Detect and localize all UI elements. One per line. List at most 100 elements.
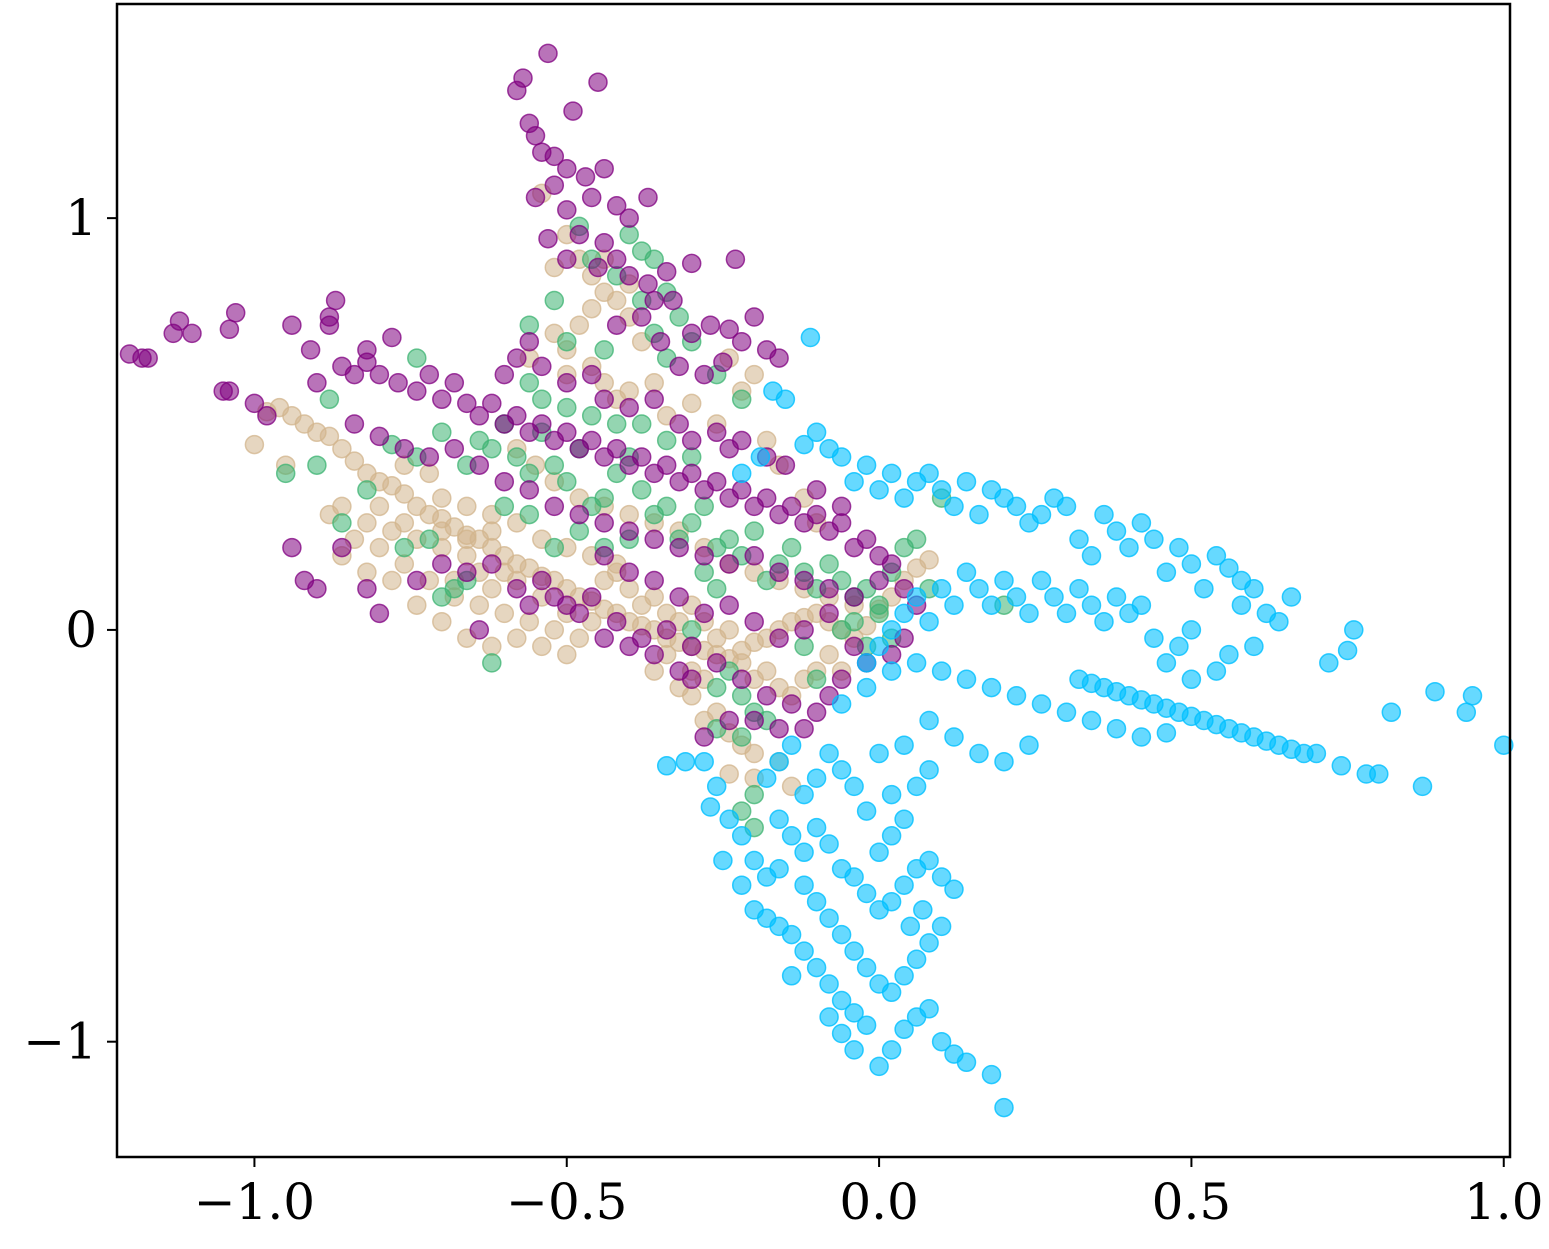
data-point — [781, 826, 802, 846]
data-point — [656, 455, 677, 475]
data-point — [881, 826, 902, 846]
data-point — [282, 315, 302, 335]
data-point — [388, 373, 408, 393]
data-point — [606, 414, 627, 434]
data-point — [619, 208, 639, 228]
data-point — [557, 422, 577, 443]
data-point — [569, 315, 590, 335]
data-point — [781, 924, 802, 945]
data-point — [719, 710, 739, 731]
data-point — [606, 438, 627, 459]
data-point — [1156, 653, 1177, 673]
data-point — [931, 578, 952, 599]
data-point — [138, 348, 158, 368]
data-point — [881, 554, 902, 574]
data-point — [731, 727, 752, 747]
data-point — [769, 348, 789, 368]
data-point — [844, 941, 864, 961]
data-point — [394, 513, 415, 533]
data-point — [357, 513, 377, 533]
data-point — [681, 393, 702, 414]
data-point — [282, 537, 302, 558]
data-point — [906, 529, 927, 550]
data-point — [719, 764, 739, 784]
data-point — [619, 381, 639, 401]
data-point — [482, 578, 502, 599]
data-point — [844, 611, 864, 632]
data-point — [394, 554, 415, 574]
data-point — [332, 513, 352, 533]
data-point — [694, 562, 714, 583]
data-point — [619, 521, 639, 541]
data-point — [606, 611, 627, 632]
data-point — [719, 554, 739, 574]
data-point — [1244, 578, 1264, 599]
data-point — [182, 323, 202, 344]
data-point — [369, 496, 390, 517]
data-point — [694, 546, 714, 566]
data-point — [644, 587, 664, 607]
data-point — [763, 381, 783, 401]
data-point — [819, 743, 839, 764]
data-point — [457, 562, 477, 583]
data-point — [725, 249, 746, 270]
data-point — [756, 686, 777, 706]
data-point — [482, 438, 502, 459]
data-point — [344, 451, 365, 471]
data-point — [750, 447, 771, 467]
data-point — [919, 933, 939, 953]
data-point — [532, 636, 552, 657]
data-point — [319, 315, 340, 335]
data-point — [631, 307, 652, 327]
data-point — [744, 710, 764, 731]
data-point — [432, 422, 452, 443]
data-point — [794, 636, 814, 657]
data-point — [944, 879, 964, 900]
data-point — [557, 373, 577, 393]
data-point — [1081, 710, 1102, 731]
data-point — [257, 406, 277, 426]
data-point — [681, 636, 702, 657]
data-point — [856, 455, 877, 475]
data-point — [1169, 537, 1189, 558]
data-point — [681, 323, 702, 344]
data-point — [1094, 611, 1114, 632]
data-point — [557, 644, 577, 665]
data-point — [594, 546, 614, 566]
data-point — [525, 187, 546, 208]
data-point — [756, 768, 777, 788]
data-point — [469, 406, 490, 426]
data-point — [794, 875, 814, 895]
data-point — [631, 414, 652, 434]
data-point — [332, 438, 352, 459]
data-point — [569, 628, 590, 648]
data-point — [1019, 513, 1039, 533]
data-point — [557, 397, 577, 418]
data-point — [831, 760, 852, 780]
data-point — [769, 809, 789, 830]
data-point — [669, 307, 689, 327]
data-point — [819, 1007, 839, 1027]
data-point — [1156, 562, 1177, 583]
data-point — [1181, 669, 1202, 690]
y-tick-label: −1 — [23, 1013, 97, 1071]
data-point — [819, 578, 839, 599]
data-point — [1094, 504, 1114, 525]
data-point — [638, 187, 658, 208]
data-point — [507, 80, 527, 101]
data-point — [369, 364, 390, 385]
data-point — [519, 463, 540, 484]
data-point — [469, 620, 490, 640]
data-point — [219, 381, 240, 401]
data-point — [894, 1019, 914, 1040]
data-point — [931, 480, 952, 500]
data-point — [969, 504, 989, 525]
data-point — [806, 480, 827, 500]
data-point — [563, 101, 583, 121]
data-point — [519, 315, 540, 335]
data-point — [956, 562, 977, 583]
data-point — [831, 924, 852, 945]
data-point — [981, 1064, 1002, 1085]
data-point — [906, 653, 927, 673]
data-point — [681, 253, 702, 274]
